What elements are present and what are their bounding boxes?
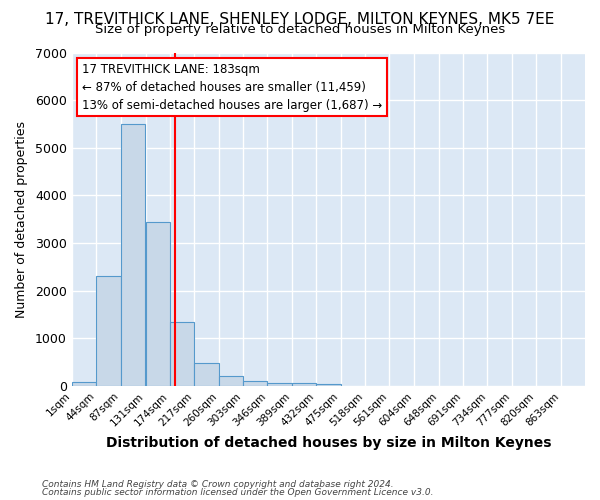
- Text: Size of property relative to detached houses in Milton Keynes: Size of property relative to detached ho…: [95, 22, 505, 36]
- Bar: [268, 382, 292, 386]
- Bar: [194, 363, 218, 386]
- Text: Contains HM Land Registry data © Crown copyright and database right 2024.: Contains HM Land Registry data © Crown c…: [42, 480, 394, 489]
- Bar: [96, 276, 121, 386]
- Bar: [243, 381, 268, 386]
- Bar: [146, 222, 170, 386]
- Bar: [218, 376, 243, 386]
- Bar: [72, 382, 96, 386]
- Bar: [292, 382, 316, 386]
- Text: 17 TREVITHICK LANE: 183sqm
← 87% of detached houses are smaller (11,459)
13% of : 17 TREVITHICK LANE: 183sqm ← 87% of deta…: [82, 62, 382, 112]
- Bar: [121, 124, 145, 386]
- Bar: [316, 384, 341, 386]
- X-axis label: Distribution of detached houses by size in Milton Keynes: Distribution of detached houses by size …: [106, 436, 551, 450]
- Y-axis label: Number of detached properties: Number of detached properties: [15, 120, 28, 318]
- Text: 17, TREVITHICK LANE, SHENLEY LODGE, MILTON KEYNES, MK5 7EE: 17, TREVITHICK LANE, SHENLEY LODGE, MILT…: [46, 12, 554, 28]
- Text: Contains public sector information licensed under the Open Government Licence v3: Contains public sector information licen…: [42, 488, 433, 497]
- Bar: [170, 322, 194, 386]
